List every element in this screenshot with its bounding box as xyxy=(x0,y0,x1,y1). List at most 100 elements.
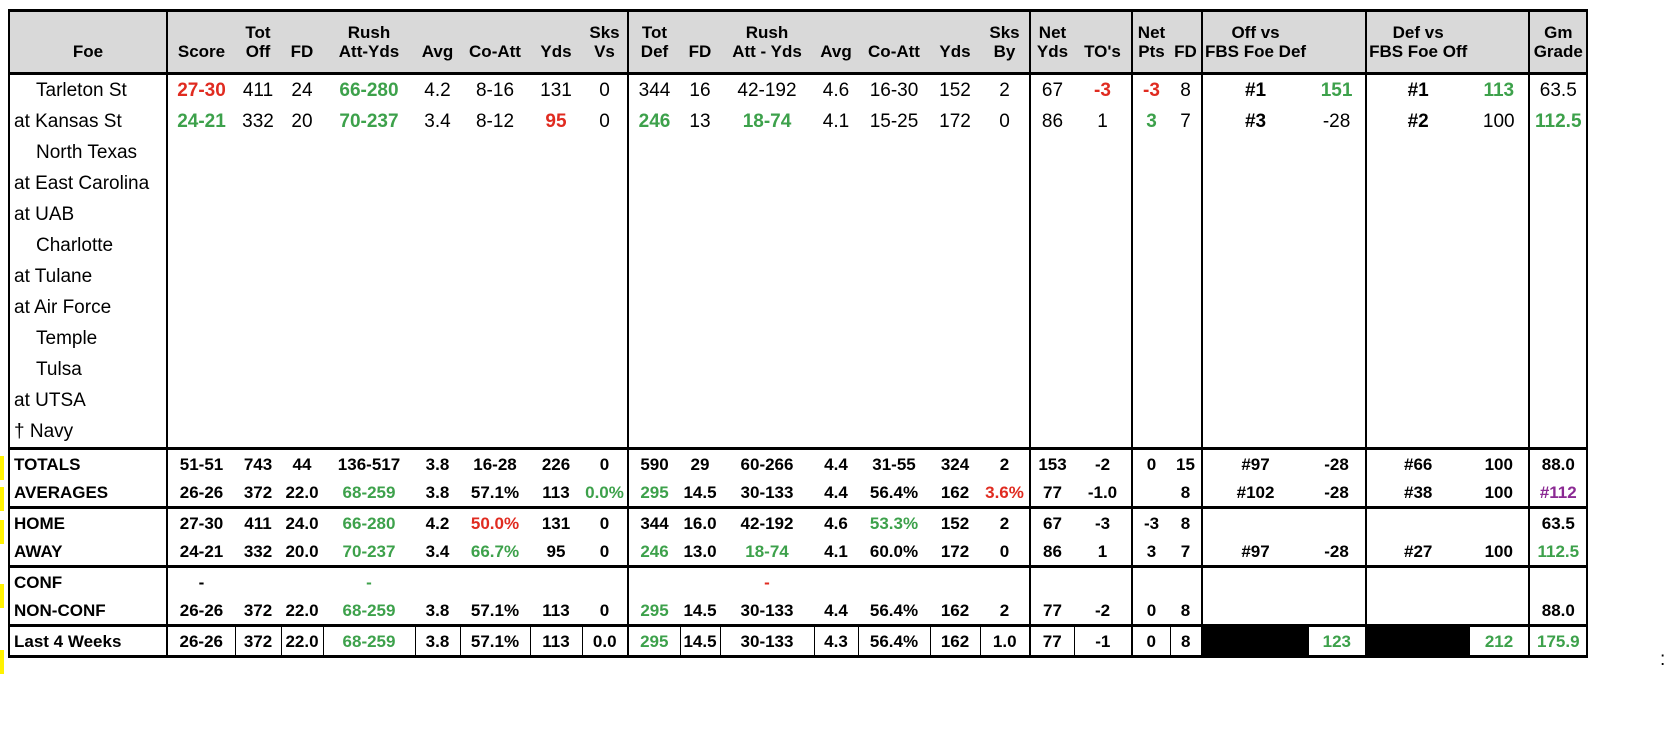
stat-cell xyxy=(1308,137,1366,168)
stat-cell xyxy=(235,230,281,261)
summary-label: TOTALS xyxy=(8,448,167,478)
stat-cell xyxy=(235,261,281,292)
stat-cell xyxy=(1170,323,1202,354)
game-row: at Tulane xyxy=(8,261,1589,292)
stat-cell xyxy=(720,199,814,230)
stat-cell: 172 xyxy=(930,537,980,568)
trailing-mark: : xyxy=(1660,649,1666,670)
game-row: † Navy xyxy=(8,416,1589,450)
stat-cell xyxy=(627,137,680,168)
stat-cell xyxy=(1528,416,1589,450)
stat-cell: 7 xyxy=(1170,537,1202,568)
stat-cell: - xyxy=(764,572,770,592)
stat-cell: 16.0 xyxy=(683,513,717,533)
stat-cell xyxy=(1131,168,1170,199)
stat-cell xyxy=(1528,566,1589,596)
stat-cell: 0 xyxy=(999,111,1010,132)
stat-cell xyxy=(1200,625,1309,658)
stat-cell: 212 xyxy=(1468,625,1530,658)
stat-cell xyxy=(980,416,1030,450)
stat-cell xyxy=(720,168,814,199)
stat-cell: -28 xyxy=(1324,454,1349,474)
stat-cell xyxy=(627,199,680,230)
stat-cell xyxy=(166,261,235,292)
stat-cell: -28 xyxy=(1308,478,1367,509)
stat-cell xyxy=(814,567,858,597)
game-row: North Texas xyxy=(8,137,1589,168)
summary-row: HOME 27-30 411 24.0 66-280 4.2 50.0% 131 0 344 16.… xyxy=(8,507,1589,537)
stat-cell xyxy=(814,354,858,385)
stat-cell xyxy=(1170,385,1202,416)
header-cell: Tot xyxy=(627,9,680,42)
stat-cell xyxy=(166,416,235,450)
stat-cell: 743 xyxy=(243,454,273,474)
stat-cell xyxy=(1029,261,1074,292)
stat-cell: 18-74 xyxy=(720,537,814,568)
foe-name: Charlotte xyxy=(8,230,167,261)
summary-label: Last 4 Weeks xyxy=(8,625,167,658)
stat-cell: 57.1% xyxy=(459,625,530,658)
stat-cell: 344 xyxy=(627,507,680,537)
stat-cell xyxy=(1074,567,1132,597)
header-cell: Gm xyxy=(1528,9,1589,42)
stat-cell: 3 xyxy=(1131,106,1170,137)
stat-cell: 70-237 xyxy=(323,537,415,568)
stat-cell xyxy=(281,168,323,199)
stat-cell: 246 xyxy=(627,106,680,137)
stat-cell xyxy=(1029,137,1074,168)
stat-cell xyxy=(1131,199,1170,230)
stat-cell xyxy=(1029,199,1074,230)
stat-cell xyxy=(1200,354,1309,385)
stat-cell xyxy=(930,230,980,261)
header-cell: Score xyxy=(166,42,235,75)
stat-cell xyxy=(1469,567,1529,597)
stat-cell: 100 xyxy=(1469,478,1530,509)
summary-label: AVERAGES xyxy=(8,478,167,509)
stat-cell xyxy=(1528,137,1589,168)
header-cell: FD xyxy=(680,42,720,75)
stat-cell xyxy=(1308,354,1366,385)
game-row: Tulsa xyxy=(8,354,1589,385)
stat-cell xyxy=(460,385,530,416)
header-cell xyxy=(530,9,582,42)
stat-cell xyxy=(323,137,415,168)
stat-cell xyxy=(530,385,582,416)
stat-cell: 175.9 xyxy=(1528,625,1589,658)
stat-cell: 60-266 xyxy=(740,454,794,474)
stat-cell xyxy=(1074,137,1132,168)
stat-cell: 3.8 xyxy=(414,625,460,658)
stat-cell: 4.6 xyxy=(824,513,848,533)
stat-cell: 8-16 xyxy=(475,80,515,101)
stat-cell xyxy=(582,292,628,323)
stat-cell: #3 xyxy=(1200,106,1309,137)
stat-cell xyxy=(680,354,720,385)
stat-cell xyxy=(460,168,530,199)
stat-cell xyxy=(1308,168,1366,199)
stat-cell xyxy=(281,323,323,354)
stat-cell xyxy=(814,137,858,168)
stat-cell xyxy=(680,230,720,261)
stat-cell xyxy=(858,199,930,230)
header-cell: Yds xyxy=(930,42,980,75)
stat-cell: 0 xyxy=(582,596,628,627)
stat-cell xyxy=(1200,385,1309,416)
stat-cell xyxy=(1528,292,1589,323)
stat-cell xyxy=(1170,261,1202,292)
stat-cell xyxy=(980,168,1030,199)
stat-cell: 26-26 xyxy=(166,625,235,658)
stat-cell xyxy=(720,416,814,450)
stat-cell xyxy=(930,168,980,199)
stat-cell xyxy=(323,354,415,385)
stat-cell: 51-51 xyxy=(166,448,235,478)
stat-cell xyxy=(1200,230,1309,261)
stat-cell xyxy=(530,137,582,168)
stat-cell: -3 xyxy=(1131,73,1170,106)
stat-cell xyxy=(415,385,460,416)
header-cell: Tot xyxy=(235,9,281,42)
stat-cell xyxy=(720,354,814,385)
stat-cell xyxy=(323,292,415,323)
stat-cell xyxy=(1365,507,1470,537)
stat-cell: #112 xyxy=(1528,478,1589,509)
header-cell: Off xyxy=(235,42,281,75)
foe-name: † Navy xyxy=(8,416,167,450)
